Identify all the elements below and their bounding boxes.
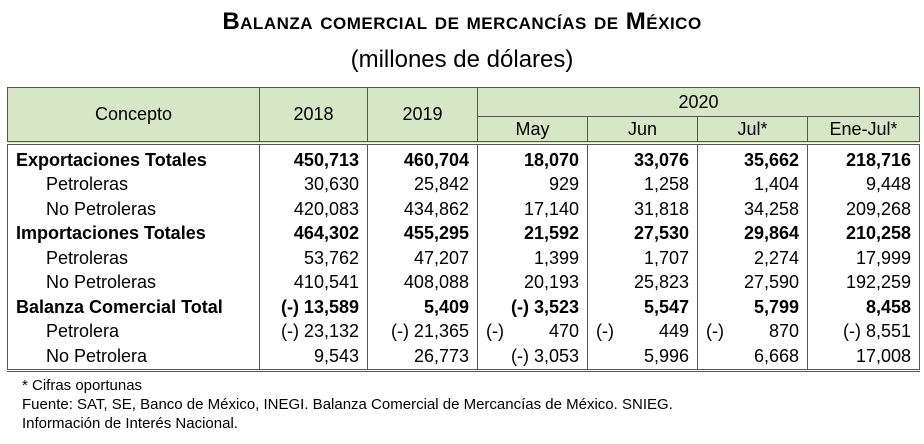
cell-2018: (-) 13,589 [259,295,368,320]
table-row: Petroleras 30,630 25,842 929 1,258 1,404… [7,172,921,197]
cell-ene-jul: 218,716 [806,141,921,173]
cell-may: 20,193 [477,270,588,295]
cell-jun: 5,996 [587,344,698,372]
cell-jun: 33,076 [587,141,698,173]
row-label: No Petrolera [7,344,260,372]
cell-2018: 9,543 [259,344,368,372]
cell-ene-jul: 209,268 [806,197,921,222]
cell-jul: 2,274 [697,246,808,271]
cell-may: 929 [477,172,588,197]
cell-may: 17,140 [477,197,588,222]
cell-2018: 420,083 [259,197,368,222]
row-label: Importaciones Totales [7,221,260,246]
cell-may: (-) 3,053 [477,344,588,372]
cell-jul: 35,662 [697,141,808,173]
cell-2019: 408,088 [367,270,478,295]
footnotes: * Cifras oportunas Fuente: SAT, SE, Banc… [22,376,673,433]
header-month-jun: Jun [587,116,698,144]
cell-2018: 410,541 [259,270,368,295]
cell-may: (-) 3,523 [477,295,588,320]
row-label: No Petroleras [7,197,260,222]
cell-2018: 53,762 [259,246,368,271]
footnote-source: Fuente: SAT, SE, Banco de México, INEGI.… [22,396,673,413]
cell-jun: 1,707 [587,246,698,271]
cell-2019: 25,842 [367,172,478,197]
cell-ene-jul: (-) 8,551 [806,319,921,344]
row-label: Petrolera [7,319,260,344]
cell-ene-jul: 17,999 [806,246,921,271]
cell-2019: 455,295 [367,221,478,246]
trade-balance-table: Concepto 2018 2019 2020 May Jun Jul* Ene… [7,87,921,372]
negative-sign: (-) [596,321,614,342]
table-row: Balanza Comercial Total (-) 13,589 5,409… [7,295,921,320]
cell-ene-jul: 9,448 [806,172,921,197]
cell-jun: 31,818 [587,197,698,222]
page-subtitle: (millones de dólares) [350,46,574,73]
cell-jun: 5,547 [587,295,698,320]
table-row: Importaciones Totales 464,302 455,295 21… [7,221,921,246]
cell-2018: 450,713 [259,141,368,173]
cell-value: 870 [768,321,799,342]
cell-ene-jul: 210,258 [806,221,921,246]
header-group-2020: 2020 [476,87,921,117]
cell-value: 449 [658,321,689,342]
cell-2019: 47,207 [367,246,478,271]
cell-may: 21,592 [477,221,588,246]
cell-jun: 25,823 [587,270,698,295]
cell-may: 18,070 [477,141,588,173]
negative-sign: (-) [486,321,504,342]
header-month-may: May [477,116,588,144]
cell-jun: 27,530 [587,221,698,246]
header-year-2019: 2019 [367,87,478,144]
cell-jul: 34,258 [697,197,808,222]
row-label: Exportaciones Totales [7,141,260,173]
cell-ene-jul: 8,458 [806,295,921,320]
row-label: No Petroleras [7,270,260,295]
footnote-national-info: Información de Interés Nacional. [22,415,238,432]
cell-ene-jul: 192,259 [806,270,921,295]
table-row: Petrolera (-) 23,132 (-) 21,365 (-) 470 (… [7,319,921,344]
cell-2018: (-) 23,132 [259,319,368,344]
row-label: Petroleras [7,246,260,271]
table-row: No Petrolera 9,543 26,773 (-) 3,053 5,99… [7,344,921,372]
cell-jul: 27,590 [697,270,808,295]
cell-jul: 5,799 [697,295,808,320]
cell-may: (-) 470 [477,319,588,344]
header-year-2018: 2018 [259,87,368,144]
cell-jul: (-) 870 [697,319,808,344]
cell-value: 470 [548,321,579,342]
cell-2019: 460,704 [367,141,478,173]
cell-jun: 1,258 [587,172,698,197]
table-row: Exportaciones Totales 450,713 460,704 18… [7,141,921,173]
cell-may: 1,399 [477,246,588,271]
header-month-jul: Jul* [697,116,808,144]
footnote-preliminary: * Cifras oportunas [22,377,143,394]
cell-2019: (-) 21,365 [367,319,478,344]
cell-2018: 30,630 [259,172,368,197]
cell-2018: 464,302 [259,221,368,246]
cell-jul: 6,668 [697,344,808,372]
cell-2019: 5,409 [367,295,478,320]
row-label: Petroleras [7,172,260,197]
row-label: Balanza Comercial Total [7,295,260,320]
cell-jul: 29,864 [697,221,808,246]
cell-jul: 1,404 [697,172,808,197]
cell-ene-jul: 17,008 [806,344,921,372]
cell-2019: 26,773 [367,344,478,372]
table-row: Petroleras 53,762 47,207 1,399 1,707 2,2… [7,246,921,271]
page-title: Balanza comercial de mercancías de Méxic… [222,8,702,35]
header-ene-jul: Ene-Jul* [806,116,921,144]
cell-2019: 434,862 [367,197,478,222]
negative-sign: (-) [706,321,724,342]
table-row: No Petroleras 410,541 408,088 20,193 25,… [7,270,921,295]
table-row: No Petroleras 420,083 434,862 17,140 31,… [7,197,921,222]
header-concept: Concepto [7,87,260,144]
cell-jun: (-) 449 [587,319,698,344]
